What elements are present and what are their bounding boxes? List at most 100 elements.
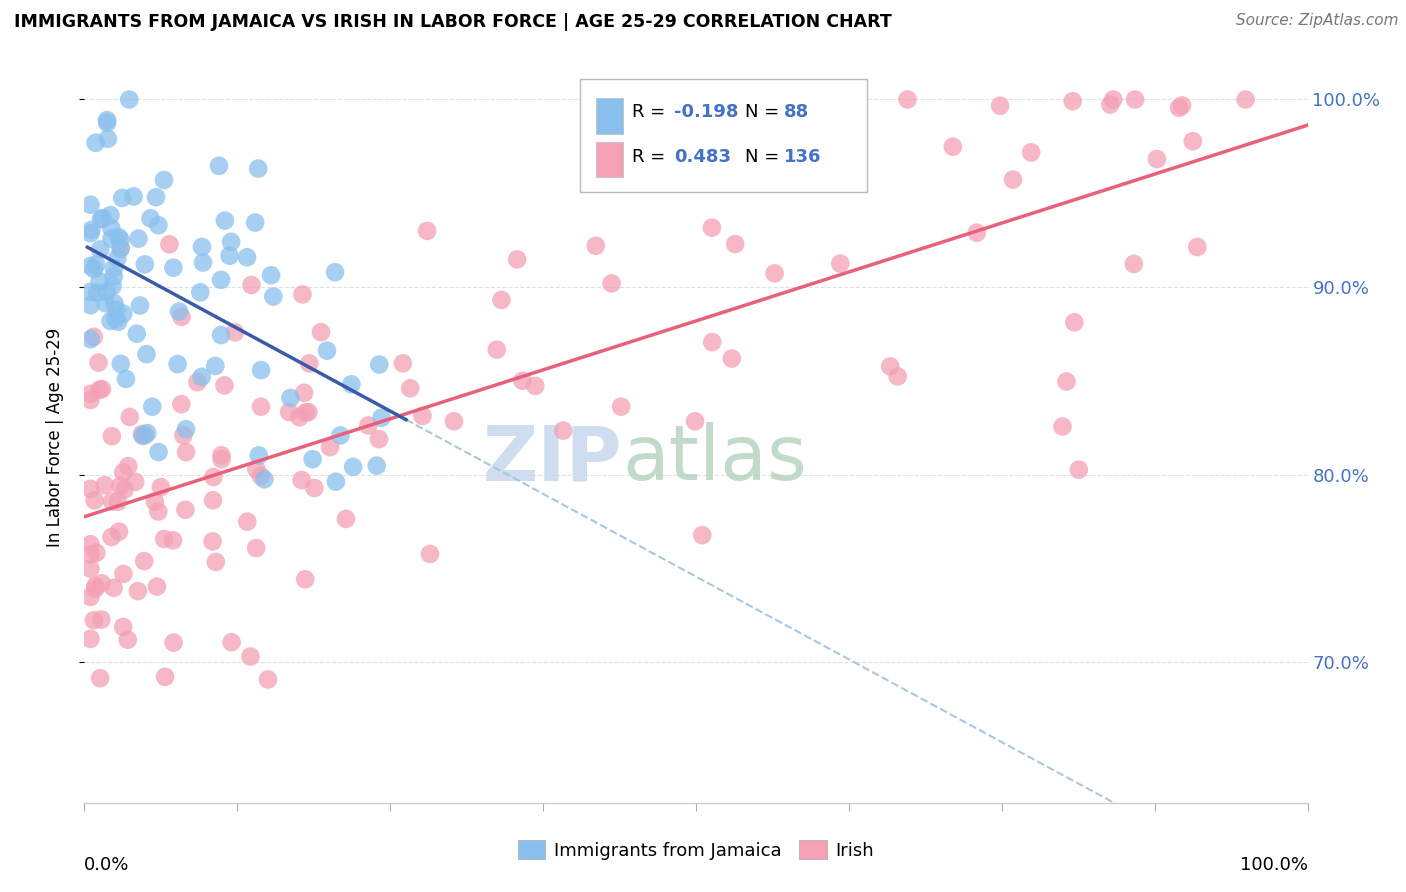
Point: [186, 375, 208, 389]
Point: [188, 285, 211, 300]
Point: [292, 385, 315, 400]
Point: [879, 359, 901, 374]
Point: [214, 213, 236, 227]
Point: [250, 400, 273, 414]
Point: [96, 285, 118, 299]
Point: [124, 475, 146, 489]
Point: [209, 273, 232, 287]
Point: [294, 572, 316, 586]
Point: [218, 249, 240, 263]
Point: [96, 116, 118, 130]
Point: [117, 632, 139, 647]
Point: [416, 224, 439, 238]
Point: [127, 231, 149, 245]
Point: [1187, 240, 1209, 254]
Point: [84, 136, 107, 150]
Point: [208, 159, 231, 173]
Point: [245, 541, 267, 555]
Point: [103, 261, 125, 276]
Point: [103, 296, 125, 310]
Point: [756, 174, 779, 188]
Point: [170, 310, 193, 324]
Point: [117, 459, 139, 474]
Point: [139, 211, 162, 226]
Point: [886, 369, 908, 384]
Point: [291, 473, 314, 487]
Point: [100, 232, 122, 246]
Point: [110, 357, 132, 371]
Point: [253, 472, 276, 486]
Point: [368, 432, 391, 446]
Point: [135, 347, 157, 361]
Point: [291, 287, 314, 301]
Point: [221, 635, 243, 649]
Point: [988, 99, 1011, 113]
Point: [702, 334, 724, 349]
Point: [357, 418, 380, 433]
Point: [86, 285, 108, 300]
Point: [700, 220, 723, 235]
Point: [79, 198, 101, 212]
Point: [763, 266, 786, 280]
Point: [240, 278, 263, 293]
Point: [114, 483, 136, 497]
Text: 136: 136: [785, 148, 821, 166]
Point: [278, 405, 301, 419]
Point: [724, 237, 747, 252]
Point: [1001, 172, 1024, 186]
Point: [683, 414, 706, 428]
Point: [110, 233, 132, 247]
Point: [201, 493, 224, 508]
Point: [209, 328, 232, 343]
Point: [105, 302, 128, 317]
Text: N =: N =: [745, 148, 785, 166]
Point: [107, 315, 129, 329]
Point: [89, 243, 111, 257]
Point: [249, 469, 271, 483]
Point: [191, 240, 214, 254]
Point: [236, 250, 259, 264]
Point: [83, 262, 105, 277]
Point: [1067, 463, 1090, 477]
Point: [111, 191, 134, 205]
Point: [112, 566, 135, 581]
Point: [134, 428, 156, 442]
Point: [342, 459, 364, 474]
Point: [1168, 101, 1191, 115]
Point: [297, 405, 319, 419]
Point: [112, 307, 135, 321]
Point: [250, 363, 273, 377]
Point: [1056, 375, 1078, 389]
Point: [80, 223, 103, 237]
Legend: Immigrants from Jamaica, Irish: Immigrants from Jamaica, Irish: [510, 833, 882, 867]
Text: IMMIGRANTS FROM JAMAICA VS IRISH IN LABOR FORCE | AGE 25-29 CORRELATION CHART: IMMIGRANTS FROM JAMAICA VS IRISH IN LABO…: [14, 13, 891, 31]
Point: [304, 481, 326, 495]
Text: 0.0%: 0.0%: [84, 856, 129, 874]
Point: [79, 298, 101, 312]
Point: [370, 410, 392, 425]
Point: [219, 235, 242, 249]
Point: [209, 448, 232, 462]
Point: [512, 374, 534, 388]
Point: [1099, 97, 1122, 112]
Point: [174, 503, 197, 517]
Point: [419, 547, 441, 561]
Point: [1123, 93, 1146, 107]
Point: [79, 332, 101, 346]
Bar: [596, 98, 623, 134]
Point: [79, 482, 101, 496]
Point: [129, 299, 152, 313]
Point: [86, 546, 108, 560]
Point: [301, 452, 323, 467]
Point: [103, 269, 125, 284]
Point: [600, 277, 623, 291]
Point: [942, 139, 965, 153]
Point: [1171, 98, 1194, 112]
Point: [443, 414, 465, 428]
Point: [247, 161, 270, 176]
Point: [89, 383, 111, 397]
Point: [204, 359, 226, 373]
Point: [1063, 315, 1085, 329]
Point: [97, 132, 120, 146]
Text: N =: N =: [745, 103, 785, 120]
